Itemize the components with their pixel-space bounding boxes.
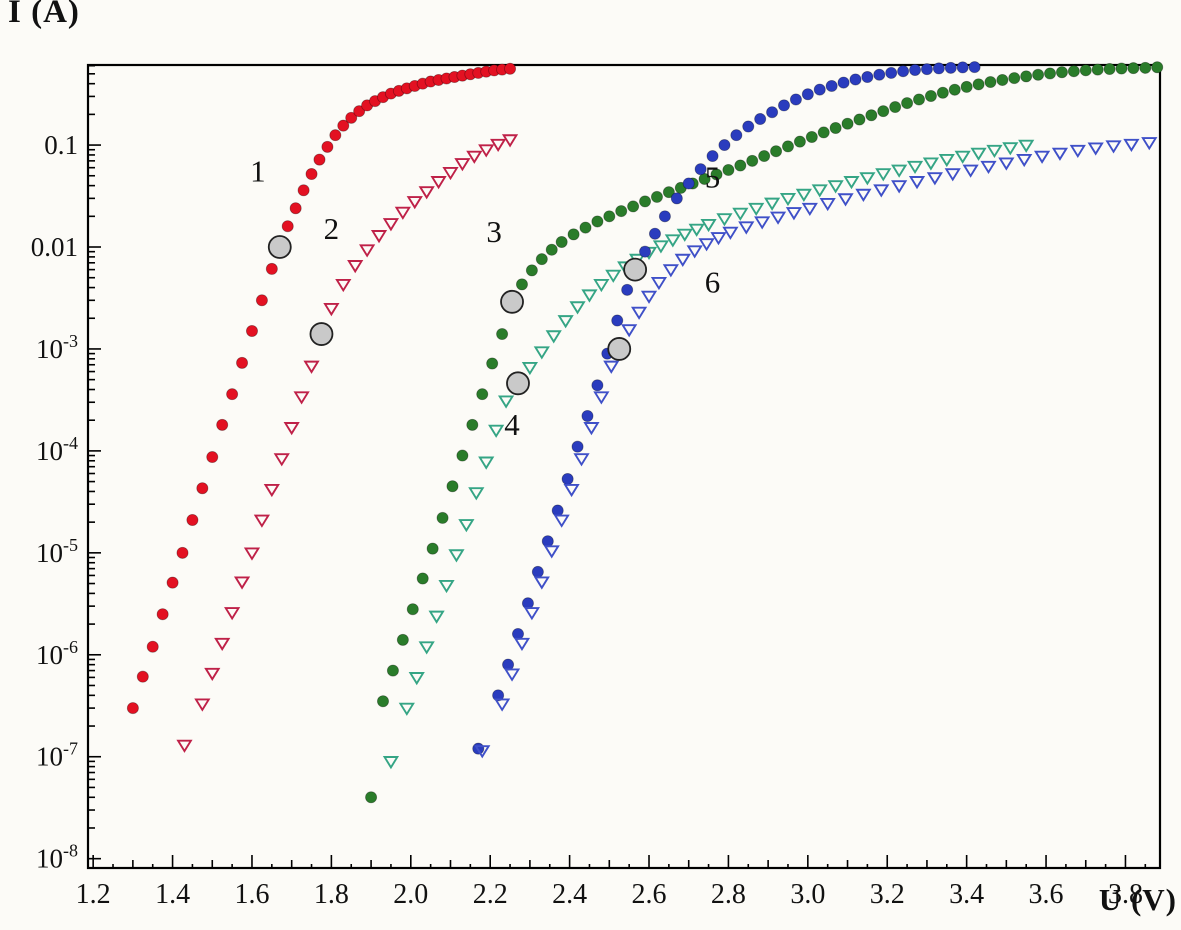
y-tick-label: 10-7	[36, 739, 78, 772]
turn-on-marker-curve-5	[623, 257, 648, 282]
curve-label-2: 2	[324, 211, 340, 246]
turn-on-markers	[267, 235, 648, 396]
turn-on-marker-curve-4	[506, 371, 530, 396]
y-tick-label: 10-8	[36, 841, 78, 874]
x-tick-label: 1.6	[234, 879, 269, 910]
x-tick-label: 1.8	[314, 879, 349, 910]
turn-on-marker-curve-1	[267, 235, 292, 259]
curve-label-1: 1	[250, 154, 266, 189]
y-tick-label: 10-6	[36, 637, 78, 670]
y-tick-label: 10-3	[36, 331, 78, 364]
curve-label-6: 6	[705, 264, 721, 299]
x-tick-labels: 1.2 1.4 1.6 1.8 2.0 2.2 2.4 2.6 2.8 3.0 3.2 3.4 3.6 3…	[76, 879, 1143, 910]
y-tick-label: 10-5	[36, 535, 78, 568]
x-tick-label: 2.0	[393, 879, 428, 910]
curve-label-5: 5	[705, 160, 721, 195]
x-tick-label: 2.2	[473, 879, 508, 910]
x-tick-label: 2.4	[552, 879, 587, 910]
curve-number-labels: 1 2 3 4 5 6	[250, 154, 720, 442]
x-tick-label: 3.0	[790, 879, 825, 910]
y-tick-label: 0.01	[31, 232, 78, 262]
y-tick-label: 0.1	[44, 130, 78, 160]
series-6	[474, 137, 1158, 759]
curve-label-3: 3	[486, 214, 502, 249]
x-tick-label: 2.6	[632, 879, 667, 910]
x-tick-label: 1.2	[76, 879, 111, 910]
plot-frame	[86, 63, 1162, 870]
x-axis-title: U (V)	[1098, 882, 1177, 917]
x-tick-label: 1.4	[155, 879, 190, 910]
y-axis-title: I (A)	[8, 0, 80, 30]
x-tick-label: 3.2	[870, 879, 905, 910]
curve-label-4: 4	[504, 407, 520, 442]
x-tick-label: 3.4	[949, 879, 984, 910]
x-tick-label: 3.6	[1029, 879, 1064, 910]
y-tick-label: 10-4	[36, 433, 78, 466]
series-5	[472, 61, 981, 755]
axis-ticks	[88, 64, 1147, 868]
turn-on-marker-curve-6	[607, 337, 632, 361]
series-1	[126, 62, 517, 715]
x-tick-label: 2.8	[711, 879, 746, 910]
series-4	[382, 139, 1035, 770]
turn-on-marker-curve-2	[309, 322, 334, 346]
turn-on-marker-curve-3	[500, 289, 524, 314]
x-tick-label: 3.8	[1108, 879, 1143, 910]
y-tick-labels: 0.1 0.01 10-3 10-4 10-5 10-6 10-7 10-8	[31, 130, 78, 874]
